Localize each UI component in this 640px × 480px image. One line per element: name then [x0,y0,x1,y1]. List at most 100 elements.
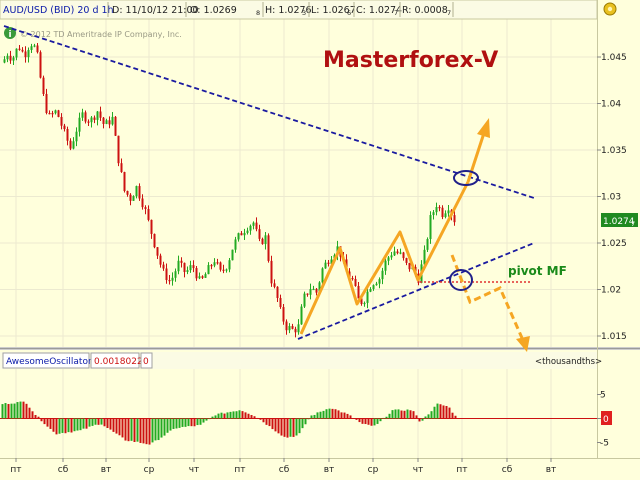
candle [132,195,135,201]
oscillator-bar [169,418,172,431]
oscillator-bar [31,411,34,419]
candle-body [372,285,375,290]
candle [60,113,63,130]
oscillator-bar [133,418,136,442]
candle-body [66,129,69,141]
candle [36,42,39,54]
candle-body [279,298,282,308]
oscillator-bar [226,412,229,419]
candle-body [369,289,372,292]
candle-body [69,140,72,149]
candle [291,323,294,330]
symbol-label[interactable]: AUD/USD (BID) 20 d 1h [3,5,114,16]
oscillator-bar [289,418,292,437]
info-icon[interactable]: i [4,27,16,40]
candle [141,194,144,210]
candle [435,202,438,216]
candle-body [426,239,429,250]
low-field: L: 1.0267 [311,5,356,16]
oscillator-bar [94,418,97,425]
candle-body [42,77,45,94]
oscillator-bar [16,402,19,419]
oscillator-bar [58,418,61,434]
indicator-name[interactable]: AwesomeOscillator [6,357,92,367]
candle [174,268,177,282]
alt-projection-dashed[interactable] [450,254,524,339]
candle [54,109,57,115]
oscillator-bar [181,418,184,427]
candle [120,158,123,173]
oscillator-bar [325,409,328,419]
oscillator-bar [190,418,193,427]
oscillator-bar [64,418,67,434]
candle-body [99,111,102,118]
candle [264,232,267,250]
candle-body [447,210,450,214]
candle [393,246,396,256]
oscillator-bar [223,413,226,419]
oscillator-bar [295,418,298,436]
oscillator-bar [358,418,361,423]
candle [186,266,189,275]
time-tick-label: сб [502,465,513,475]
candle [369,287,372,293]
candle-body [360,298,363,304]
oscillator-bar [61,418,64,433]
candle-body [3,59,6,63]
upper-trendline[interactable] [3,25,535,199]
candle-body [249,225,252,231]
candle-body [114,116,117,136]
wave-count-line[interactable] [299,181,470,335]
candle [366,288,369,309]
oscillator-bar [409,410,412,419]
oscillator-bar [244,412,247,419]
oscillator-bar [424,416,427,419]
candle [402,251,405,261]
candle-body [132,196,135,201]
open-field: O: 1.0269 [190,5,237,16]
candle-body [57,110,60,117]
oscillator-bar [265,418,268,425]
indicator-third-box [140,352,153,369]
oscillator-bar [139,418,142,443]
candle [162,261,165,271]
candle-body [315,288,318,293]
candle-body [264,235,267,245]
time-tick-label: пт [456,465,467,475]
candle-body [153,233,156,248]
candle-body [81,112,84,118]
candle-body [6,55,9,60]
oscillator-bar [34,415,37,419]
candle [183,262,186,278]
candle-body [291,326,294,329]
candle [42,75,45,96]
oscillator-bar [19,401,22,419]
candle [315,288,318,296]
oscillator-bar [154,418,157,441]
oscillator-bar [385,416,388,419]
indicator-name-box[interactable] [2,352,90,369]
settings-gear-icon[interactable] [603,2,617,16]
oscillator-bar [277,418,280,434]
candle-body [195,268,198,279]
oscillator-bar [22,401,25,419]
candle-body [441,207,444,218]
lower-trendline[interactable] [297,242,535,340]
oscillator-bar [352,418,355,419]
candle [30,43,33,54]
candle-body [354,278,357,286]
oscillator-bar [97,418,100,425]
oscillator-bar [127,418,130,442]
candle-body [24,51,27,58]
candle [384,258,387,275]
time-axis-ticks: пт сб вт ср чт пт сб вт ср чт пт сб вт [10,458,556,475]
candle-body [90,117,93,123]
time-axis-area [0,458,640,480]
price-axis-ticks: 1.045 1.04 1.035 1.03 1.025 1.02 1.015 [597,53,627,342]
watermark-title: Masterforex-V [323,48,498,73]
candle-body [30,46,33,50]
oscillator-bars [1,401,457,445]
oscillator-bar [235,411,238,419]
candle [129,193,132,206]
